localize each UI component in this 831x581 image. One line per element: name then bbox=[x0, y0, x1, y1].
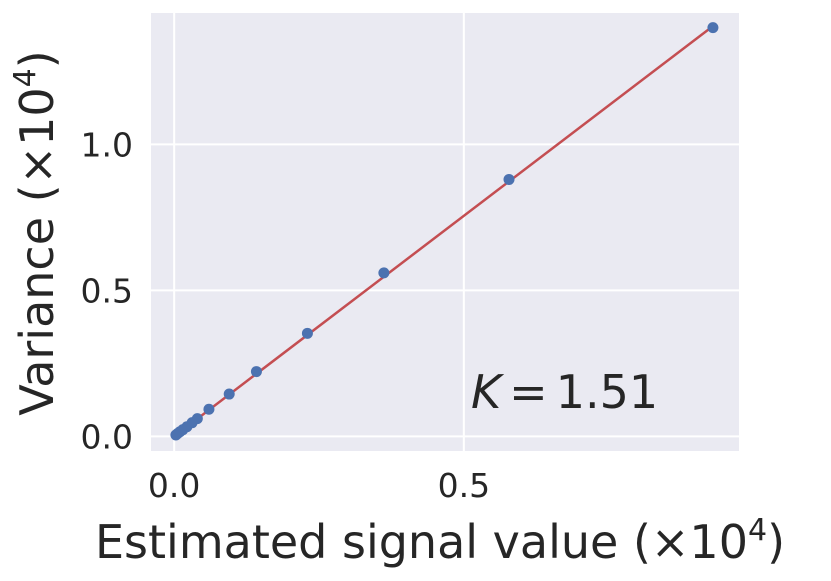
x-tick-label: 0.0 bbox=[148, 466, 200, 505]
grid-lines bbox=[151, 13, 739, 451]
data-point bbox=[378, 267, 390, 279]
data-point bbox=[203, 403, 215, 415]
y-tick-label: 1.0 bbox=[81, 125, 133, 164]
tick-labels: 0.0 0.5 0.0 0.5 1.0 bbox=[81, 125, 491, 505]
k-annotation: K = 1.51 bbox=[471, 365, 658, 419]
data-point bbox=[707, 22, 719, 34]
data-point bbox=[191, 413, 203, 425]
y-axis-label: Variance (×104) bbox=[8, 50, 64, 415]
data-points bbox=[170, 22, 719, 441]
y-tick-label: 0.0 bbox=[81, 417, 133, 456]
data-point bbox=[301, 327, 313, 339]
data-point bbox=[223, 388, 235, 400]
fit-line bbox=[175, 25, 714, 437]
data-point bbox=[250, 366, 262, 378]
y-tick-label: 0.5 bbox=[81, 271, 133, 310]
data-point bbox=[503, 173, 515, 185]
x-tick-label: 0.5 bbox=[438, 466, 490, 505]
x-axis-label: Estimated signal value (×104) bbox=[95, 513, 785, 569]
